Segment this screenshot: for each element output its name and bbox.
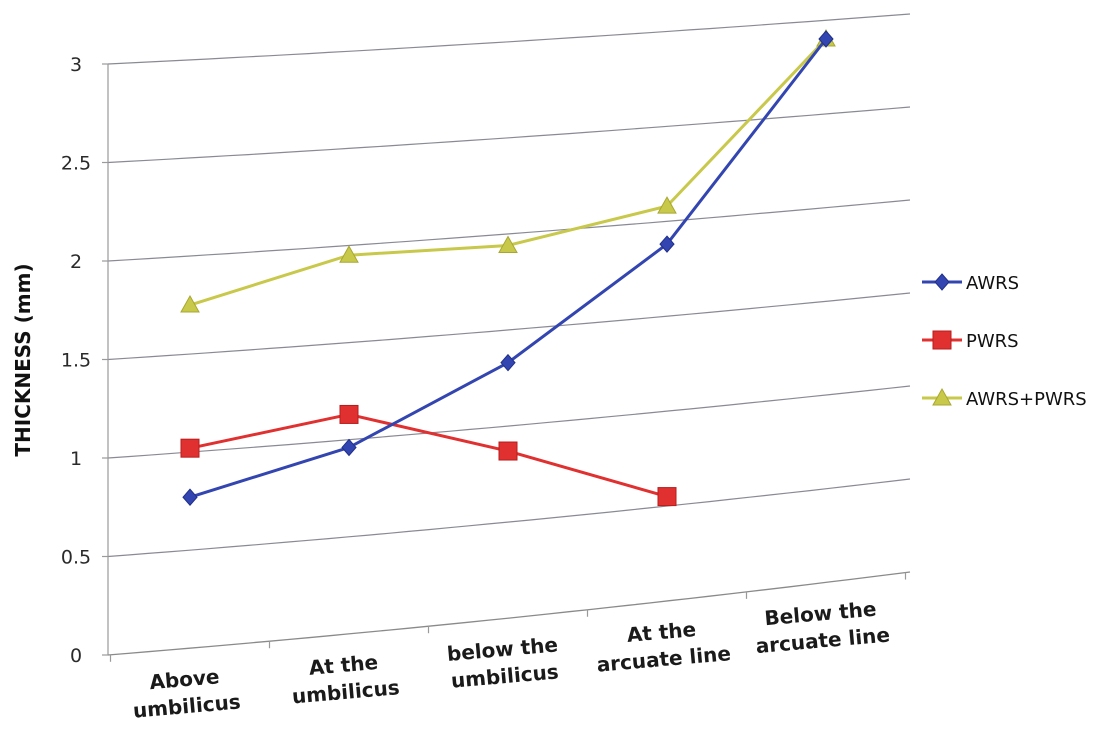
gridline: [107, 385, 911, 459]
legend-marker: [934, 273, 950, 291]
legend-label: PWRS: [966, 331, 1019, 352]
x-category-label-line: Above: [148, 664, 220, 694]
gridline: [107, 106, 911, 164]
gridline: [107, 199, 911, 262]
legend-label: AWRS+PWRS: [966, 389, 1087, 410]
legend-item-awrs-pwrs: AWRS+PWRS: [922, 387, 1087, 410]
data-point-pwrs: [339, 404, 359, 424]
x-axis-line: [107, 571, 911, 656]
legend-label: AWRS: [966, 273, 1019, 294]
data-point-awrs: [818, 30, 834, 48]
data-point-awrs-pwrs: [498, 235, 518, 253]
data-point-awrs-pwrs: [657, 196, 677, 214]
gridline: [107, 292, 911, 361]
x-category-label-line: arcuate line: [596, 641, 732, 677]
data-point-awrs-pwrs: [339, 245, 359, 263]
legend-item-awrs: AWRS: [922, 273, 1019, 294]
series-line-awrs-pwrs: [189, 37, 828, 307]
gridlines: [107, 13, 911, 558]
gridline: [107, 13, 911, 65]
y-tick-label: 3: [70, 54, 82, 76]
series-awrs: [182, 30, 834, 506]
data-point-awrs: [659, 235, 675, 253]
data-point-awrs: [182, 488, 198, 506]
y-tick-label: 2: [70, 251, 82, 273]
gridline: [107, 478, 911, 558]
x-category-label-line: umbilicus: [450, 659, 560, 692]
y-tick-label: 0.5: [61, 547, 91, 569]
y-tick-label: 1: [70, 448, 82, 470]
x-category-label-line: At the: [626, 617, 697, 647]
series-line-pwrs: [189, 412, 668, 499]
series-lines: [180, 28, 836, 507]
x-category-label-line: At the: [308, 650, 379, 680]
x-category-label-line: umbilicus: [132, 689, 242, 722]
data-point-awrs: [341, 438, 357, 457]
y-tick-label: 0: [70, 645, 82, 667]
y-tick-labels: 0 0.5 1 1.5 2 2.5 3: [61, 54, 91, 667]
data-point-pwrs: [657, 487, 677, 507]
data-point-pwrs: [498, 441, 518, 461]
axes: [102, 63, 911, 662]
legend-marker: [932, 330, 952, 350]
data-point-awrs-pwrs: [180, 294, 200, 313]
legend-marker: [932, 387, 952, 406]
x-category-label-line: umbilicus: [291, 675, 401, 708]
legend: AWRS PWRS AWRS+PWRS: [922, 273, 1087, 410]
y-tick-label: 2.5: [61, 153, 91, 175]
y-tick-label: 1.5: [61, 350, 91, 372]
series-pwrs: [180, 404, 677, 507]
y-axis-label: THICKNESS (mm): [11, 263, 35, 456]
data-point-pwrs: [180, 438, 200, 458]
legend-item-pwrs: PWRS: [922, 330, 1019, 352]
data-point-awrs: [500, 353, 516, 372]
series-awrs-pwrs: [180, 28, 836, 313]
